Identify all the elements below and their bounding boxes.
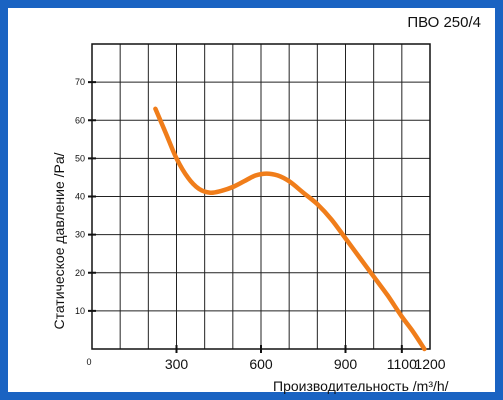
y-tick-label: 50 [75, 153, 85, 163]
x-axis-label: Производительность /m³/h/ [273, 378, 449, 394]
y-tick-label: 30 [75, 230, 85, 240]
y-tick-label: 20 [75, 268, 85, 278]
y-tick-label: 60 [75, 115, 85, 125]
y-tick-label: 70 [75, 77, 85, 87]
x-tick-label: 1100 [387, 356, 417, 372]
x-tick-label: 0 [86, 357, 91, 367]
x-tick-label: 600 [249, 356, 273, 372]
x-tick-label: 300 [165, 356, 189, 372]
chart-frame: ПВО 250/4 10 20 30 40 50 60 70 0 300 600 900 1100 12… [8, 8, 495, 394]
model-title: ПВО 250/4 [407, 14, 481, 31]
x-tick-label: 900 [334, 356, 358, 372]
performance-curve [153, 106, 427, 352]
y-tick-label: 40 [75, 192, 85, 202]
x-tick-label: 1200 [414, 356, 445, 372]
y-tick-label: 10 [75, 306, 85, 316]
y-axis-label: Статическое давление /Pa/ [51, 152, 67, 330]
